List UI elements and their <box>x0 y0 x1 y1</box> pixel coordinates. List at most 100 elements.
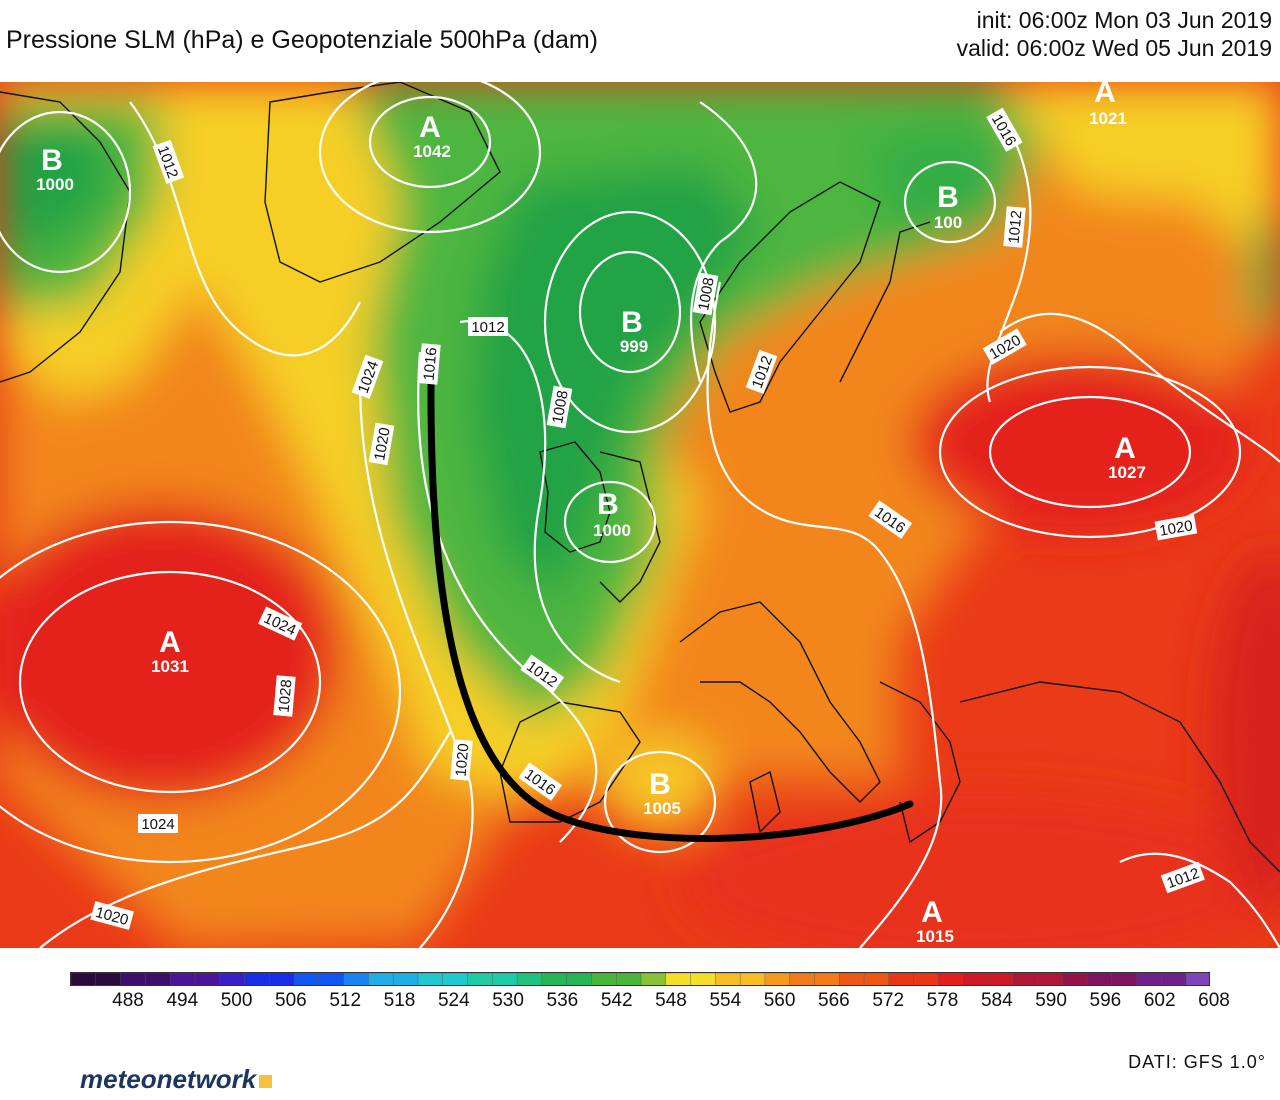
isobar-label: 1016 <box>418 343 441 385</box>
scale-swatch <box>1012 973 1039 985</box>
logo-text: meteonetwork <box>80 1064 257 1094</box>
scale-label: 524 <box>437 990 470 1011</box>
scale-swatch <box>987 973 1014 985</box>
scale-swatch <box>690 973 717 985</box>
scale-swatch <box>1136 973 1163 985</box>
svg-text:1000: 1000 <box>36 175 74 194</box>
scale-swatch <box>665 973 692 985</box>
scale-swatch <box>120 973 147 985</box>
svg-text:1020: 1020 <box>1158 517 1194 540</box>
color-scale-labels: 488 494 500 506 512 518 524 530 536 542 548 554 560 5… <box>70 990 1230 1016</box>
scale-swatch <box>368 973 394 985</box>
scale-swatch <box>1186 973 1209 985</box>
scale-swatch <box>938 973 964 985</box>
scale-swatch <box>194 973 221 985</box>
scale-label: 548 <box>655 990 687 1011</box>
run-info: init: 06:00z Mon 03 Jun 2019 valid: 06:0… <box>957 6 1272 62</box>
svg-text:1008: 1008 <box>695 276 718 312</box>
scale-swatch <box>640 973 667 985</box>
scale-swatch <box>764 973 791 985</box>
scale-label: 584 <box>980 990 1013 1011</box>
scale-swatch <box>1086 973 1113 985</box>
scale-label: 578 <box>926 990 959 1011</box>
scale-swatch <box>318 973 345 985</box>
scale-swatch <box>467 973 494 985</box>
color-scale-bar <box>70 972 1210 986</box>
geopotential-shading <box>0 82 1280 948</box>
scale-swatch <box>219 973 246 985</box>
scale-swatch <box>541 973 568 985</box>
svg-text:1005: 1005 <box>643 799 681 818</box>
scale-swatch <box>244 973 270 985</box>
scale-swatch <box>516 973 543 985</box>
valid-time: valid: 06:00z Wed 05 Jun 2019 <box>956 35 1272 61</box>
scale-swatch <box>789 973 816 985</box>
init-time: init: 06:00z Mon 03 Jun 2019 <box>976 7 1272 33</box>
scale-label: 596 <box>1089 990 1122 1011</box>
trough-axis-line <box>427 380 914 842</box>
svg-text:A: A <box>921 896 943 929</box>
svg-text:1031: 1031 <box>151 657 189 676</box>
isobar-label: 1020 <box>450 739 473 781</box>
scale-label: 590 <box>1035 990 1067 1011</box>
scale-swatch <box>962 973 989 985</box>
svg-text:1012: 1012 <box>471 319 504 336</box>
svg-text:1008: 1008 <box>549 389 572 425</box>
scale-swatch <box>343 973 370 985</box>
scale-label: 494 <box>166 990 199 1011</box>
scale-label: 560 <box>763 990 796 1011</box>
scale-label: 506 <box>275 990 307 1011</box>
scale-label: 536 <box>546 990 579 1011</box>
svg-text:1000: 1000 <box>593 521 631 540</box>
isobar-label: 1012 <box>1003 206 1026 248</box>
scale-label: 518 <box>383 990 416 1011</box>
svg-text:999: 999 <box>620 337 648 356</box>
scale-label: 566 <box>818 990 850 1011</box>
isobar-label: 1020 <box>1154 514 1198 541</box>
scale-swatch <box>1161 973 1187 985</box>
scale-swatch <box>492 973 518 985</box>
svg-text:100: 100 <box>934 213 962 232</box>
scale-swatch <box>616 973 642 985</box>
isobars <box>0 82 1280 948</box>
scale-swatch <box>392 973 419 985</box>
svg-text:B: B <box>41 144 63 177</box>
isobar-labels: 1012101610241020101210081008101210161020… <box>90 107 1205 930</box>
scale-swatch <box>417 973 444 985</box>
scale-swatch <box>269 973 295 985</box>
svg-text:1028: 1028 <box>276 679 296 714</box>
scale-swatch <box>863 973 890 985</box>
svg-text:A: A <box>1114 432 1136 465</box>
svg-text:1016: 1016 <box>421 347 441 382</box>
scale-swatch <box>442 973 469 985</box>
isobar-label: 1024 <box>138 814 178 833</box>
svg-text:1020: 1020 <box>453 743 473 778</box>
isobar-label: 1028 <box>273 675 296 717</box>
scale-swatch <box>1037 973 1064 985</box>
svg-text:B: B <box>597 488 619 521</box>
svg-text:A: A <box>1094 82 1116 109</box>
isobar-label: 1008 <box>546 385 573 429</box>
map-title: Pressione SLM (hPa) e Geopotenziale 500h… <box>6 26 598 54</box>
isobar-label: 1012 <box>468 317 508 336</box>
svg-text:B: B <box>621 306 643 339</box>
scale-label: 500 <box>220 990 253 1011</box>
scale-swatch <box>293 973 320 985</box>
scale-swatch <box>715 973 741 985</box>
scale-swatch <box>95 973 122 985</box>
scale-label: 488 <box>112 990 144 1011</box>
scale-swatch <box>814 973 840 985</box>
scale-swatch <box>591 973 617 985</box>
scale-label: 512 <box>329 990 362 1011</box>
svg-text:1024: 1024 <box>141 816 174 833</box>
svg-text:1012: 1012 <box>1006 210 1026 245</box>
